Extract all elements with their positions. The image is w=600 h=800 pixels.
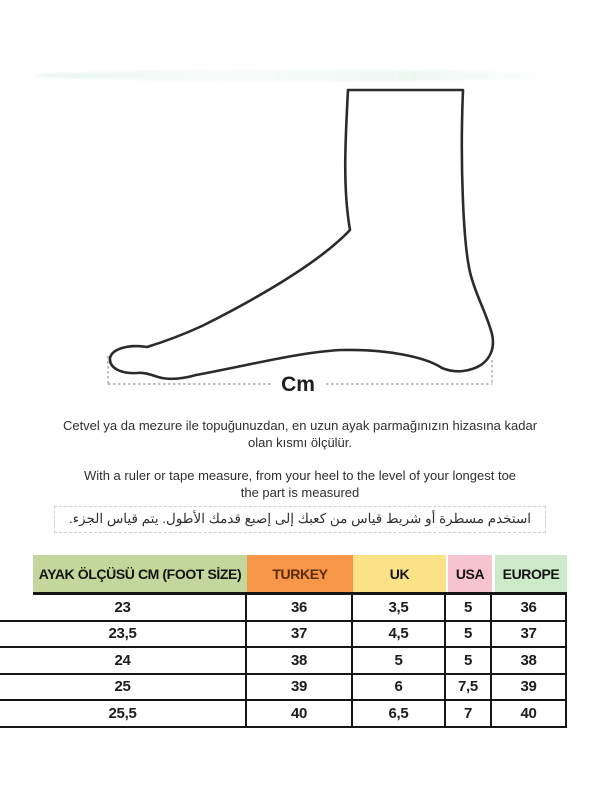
- cell-europe: 40: [492, 701, 567, 726]
- instruction-english-line2: the part is measured: [240, 485, 360, 500]
- cell-europe: 36: [492, 595, 567, 620]
- cell-uk: 6: [353, 674, 446, 699]
- scan-artifact-streak: [35, 70, 580, 81]
- cell-foot-size: 23: [0, 595, 247, 620]
- cell-uk: 3,5: [353, 595, 446, 620]
- table-row: 25,5 40 6,5 7 40: [0, 701, 567, 728]
- cell-foot-size: 24: [0, 648, 247, 673]
- cell-europe: 37: [492, 621, 567, 646]
- foot-outline-path: [108, 88, 495, 381]
- header-cell-uk: UK: [353, 555, 446, 592]
- cell-turkey: 40: [247, 701, 353, 726]
- instruction-turkish: Cetvel ya da mezure ile topuğunuzdan, en…: [0, 417, 600, 451]
- cell-turkey: 38: [247, 648, 353, 673]
- cell-usa: 5: [446, 621, 492, 646]
- cell-foot-size: 23,5: [0, 621, 247, 646]
- cell-foot-size: 25: [0, 674, 247, 699]
- cell-uk: 5: [353, 648, 446, 673]
- cell-uk: 6,5: [353, 701, 446, 726]
- header-cell-foot-size: AYAK ÖLÇÜSÜ CM (FOOT SİZE): [33, 555, 247, 592]
- cell-europe: 39: [492, 674, 567, 699]
- cell-europe: 38: [492, 648, 567, 673]
- table-row: 23 36 3,5 5 36: [0, 595, 567, 622]
- table-body: 23 36 3,5 5 36 23,5 37 4,5 5 37 24 38 5 …: [0, 595, 567, 728]
- instruction-english: With a ruler or tape measure, from your …: [0, 467, 600, 501]
- table-row: 25 39 6 7,5 39: [0, 674, 567, 701]
- cell-turkey: 37: [247, 621, 353, 646]
- table-header-row: AYAK ÖLÇÜSÜ CM (FOOT SİZE) TURKEY UK USA…: [33, 555, 567, 595]
- instruction-arabic: استخدم مسطرة أو شريط قياس من كعبك إلى إص…: [0, 506, 600, 533]
- cell-usa: 5: [446, 648, 492, 673]
- header-cell-usa: USA: [446, 555, 492, 592]
- instruction-english-line1: With a ruler or tape measure, from your …: [83, 468, 517, 483]
- instruction-arabic-text: استخدم مسطرة أو شريط قياس من كعبك إلى إص…: [53, 506, 547, 533]
- cm-label: Cm: [281, 373, 315, 396]
- cell-uk: 4,5: [353, 621, 446, 646]
- header-cell-europe: EUROPE: [492, 555, 567, 592]
- size-conversion-table: AYAK ÖLÇÜSÜ CM (FOOT SİZE) TURKEY UK USA…: [0, 555, 567, 728]
- table-row: 24 38 5 5 38: [0, 648, 567, 675]
- table-row: 23,5 37 4,5 5 37: [0, 621, 567, 648]
- cell-usa: 7: [446, 701, 492, 726]
- cell-usa: 5: [446, 595, 492, 620]
- cell-turkey: 36: [247, 595, 353, 620]
- cell-usa: 7,5: [446, 674, 492, 699]
- instruction-turkish-line2: olan kısmı ölçülür.: [247, 435, 353, 450]
- header-cell-turkey: TURKEY: [247, 555, 353, 592]
- cell-foot-size: 25,5: [0, 701, 247, 726]
- foot-measurement-diagram: Cm: [107, 88, 495, 396]
- cell-turkey: 39: [247, 674, 353, 699]
- instruction-turkish-line1: Cetvel ya da mezure ile topuğunuzdan, en…: [62, 418, 538, 433]
